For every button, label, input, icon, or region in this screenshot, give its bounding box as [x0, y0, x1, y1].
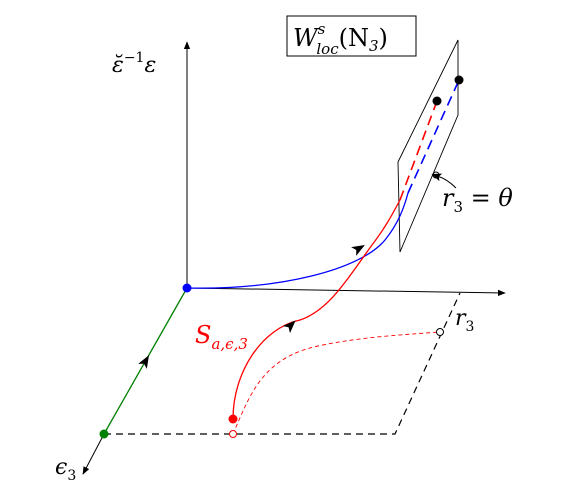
frame-open-dot: [436, 328, 444, 336]
dashed-floor-frame: [104, 292, 461, 435]
red-orbit-arrow: [282, 320, 296, 334]
blue-orbit: [186, 192, 409, 289]
r3-axis-label: r3: [455, 306, 474, 335]
blue-orbit-arrow: [351, 245, 365, 256]
r3-axis: [186, 287, 506, 297]
red-orbit: [232, 199, 401, 420]
vertical-axis-label: ε̆−1ε: [112, 50, 156, 78]
eps3-axis-label: ϵ3: [55, 455, 76, 484]
red-projection-curve: [232, 331, 441, 435]
red-open-dot: [229, 430, 237, 438]
section-plane: [397, 39, 459, 253]
stable-manifold-label: Ws loc(N3): [293, 20, 388, 58]
plane-label: r3 = θ: [442, 184, 513, 216]
plane-label-pointer-head: [431, 173, 443, 182]
blue-end-dot: [454, 75, 464, 85]
slow-manifold-label: Sa,ϵ,3: [195, 321, 248, 353]
green-orbit-arrow: [138, 355, 149, 369]
blue-equilibrium-dot: [182, 283, 192, 293]
green-start-dot: [99, 429, 109, 439]
stable-manifold-box: [286, 15, 417, 57]
blue-orbit-dashed: [407, 79, 460, 194]
red-end-dot: [432, 96, 442, 106]
eps3-axis: [82, 433, 105, 475]
red-start-dot: [228, 414, 238, 424]
red-orbit-dashed: [399, 100, 438, 201]
